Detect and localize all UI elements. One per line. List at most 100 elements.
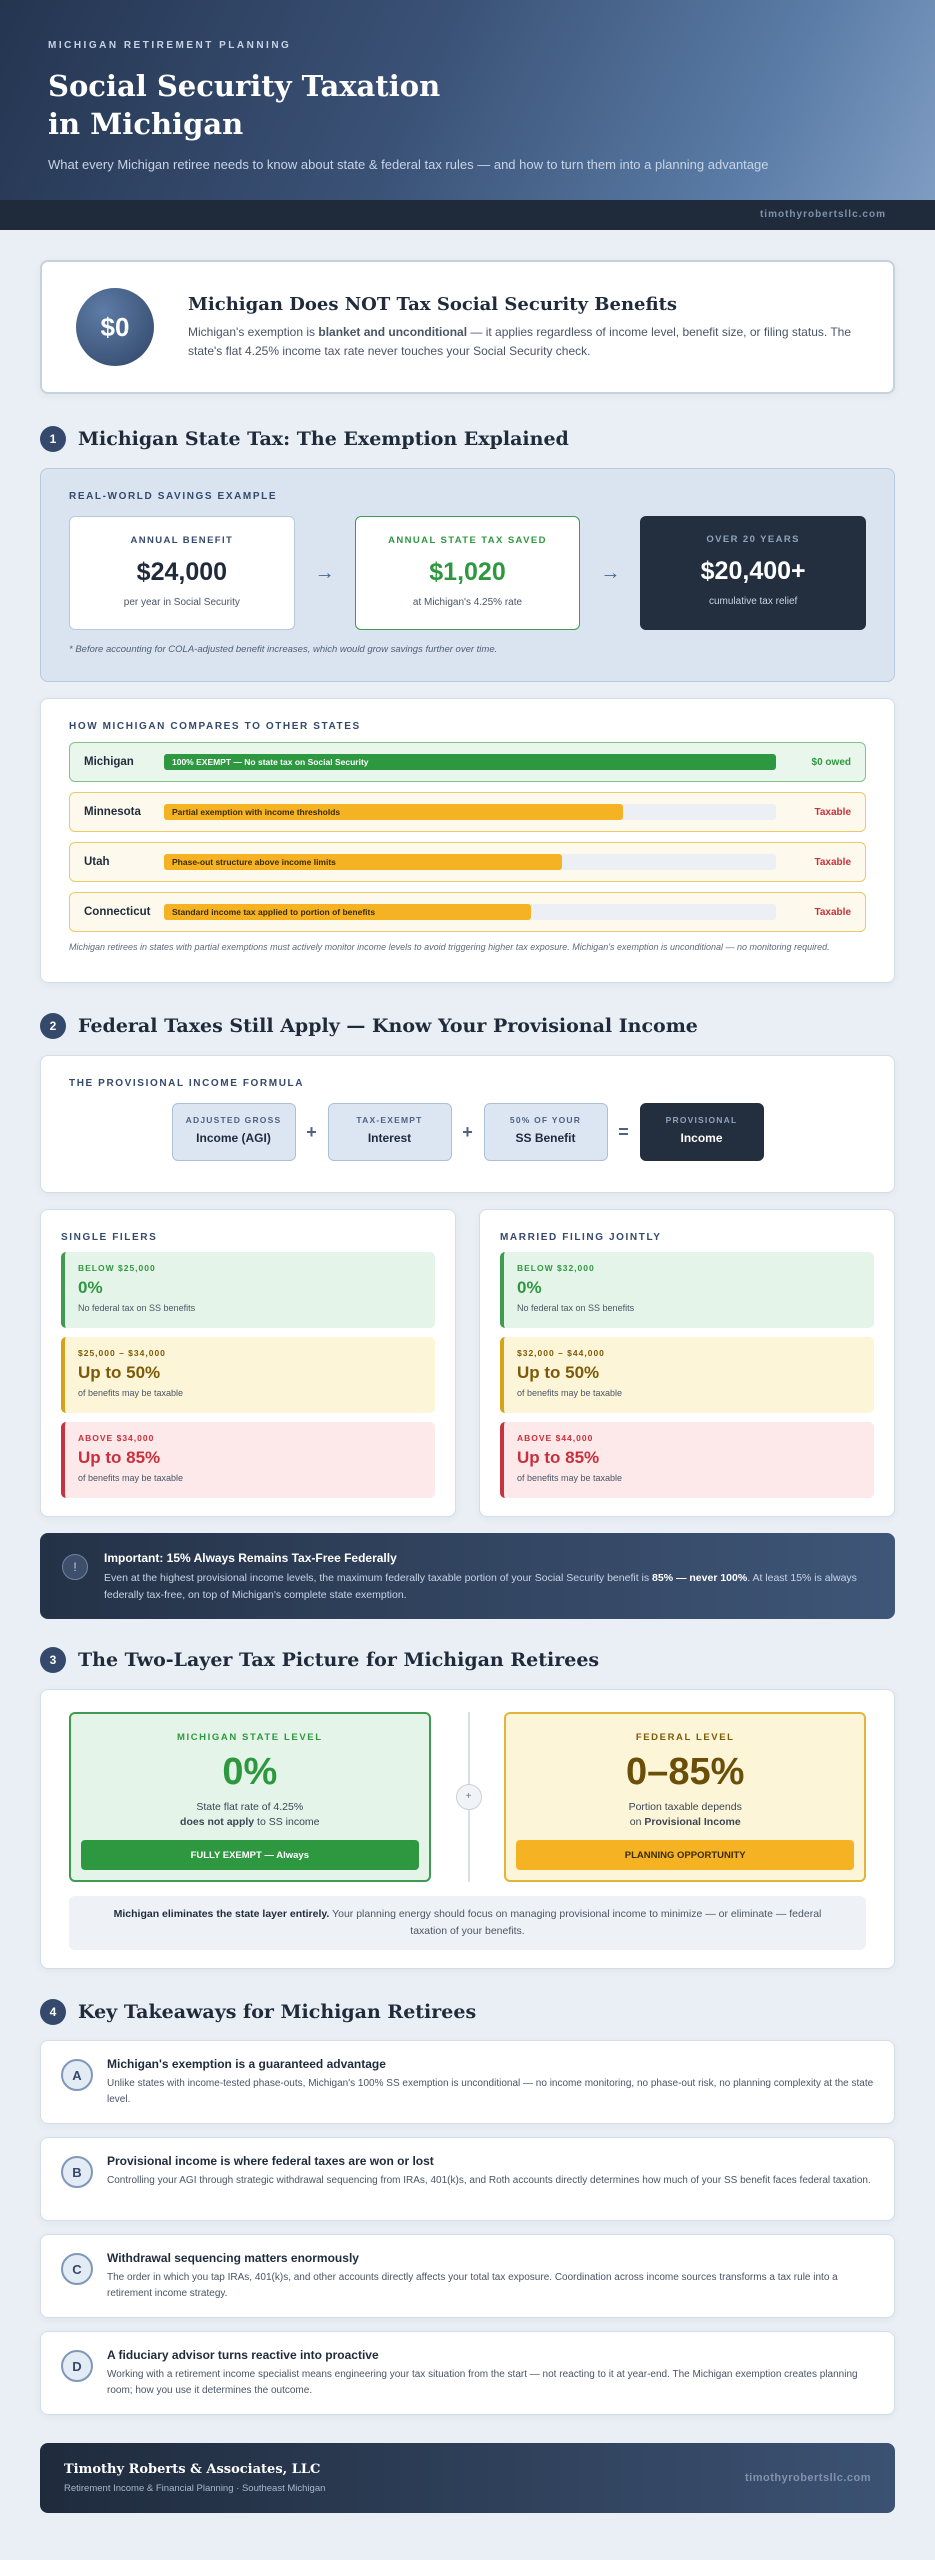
box-value: $20,400+ [700,557,806,585]
bracket-desc: No federal tax on SS benefits [78,1303,196,1313]
callout-body: Michigan's exemption is blanket and unco… [188,323,859,361]
layer-desc-bold: does not apply [180,1816,255,1828]
bracket-range: $32,000 – $44,000 [517,1348,605,1358]
compare-bar-track: 100% EXEMPT — No state tax on Social Sec… [164,754,776,770]
takeaway-letter: B [61,2156,93,2188]
exemption-callout: $0 Michigan Does NOT Tax Social Security… [40,260,895,394]
takeaway-text: A fiduciary advisor turns reactive into … [107,2348,874,2414]
page-subtitle: What every Michigan retiree needs to kno… [48,157,769,172]
page-content: $0 Michigan Does NOT Tax Social Security… [0,260,935,2513]
compare-result: Taxable [814,906,852,918]
compare-bar-track: Partial exemption with income thresholds [164,804,776,820]
site-bar: timothyrobertsllc.com [0,200,935,230]
box-key: ANNUAL STATE TAX SAVED [388,535,547,546]
bracket-pct: Up to 85% [517,1448,600,1467]
site-link[interactable]: timothyrobertsllc.com [759,209,886,220]
takeaway-body: Working with a retirement income special… [107,2369,858,2396]
state-comparison: HOW MICHIGAN COMPARES TO OTHER STATES Mi… [40,698,895,983]
arrow-right-icon: → [600,561,621,584]
layer-desc-post: to SS income [254,1816,320,1828]
section-title: Key Takeaways for Michigan Retirees [78,2001,477,2023]
box-key: OVER 20 YEARS [706,534,800,545]
takeaway-body: Unlike states with income-tested phase-o… [107,2078,874,2105]
formula-term-top: ADJUSTED GROSS [185,1115,282,1125]
compare-row: Michigan 100% EXEMPT — No state tax on So… [69,742,866,782]
bracket-cards: SINGLE FILERS BELOW $25,000 0% No federal … [40,1209,895,1517]
section-number: 3 [40,1647,66,1673]
takeaway-letter: D [61,2350,93,2382]
bracket-tier: ABOVE $34,000 Up to 85% of benefits may be… [61,1422,435,1498]
info-icon: ! [62,1554,88,1580]
section-title: Michigan State Tax: The Exemption Explai… [78,428,569,450]
bracket-tier: $25,000 – $34,000 Up to 50% of benefits ma… [61,1337,435,1413]
fully-exempt-pill: FULLY EXEMPT — Always [80,1840,419,1870]
compare-row: Minnesota Partial exemption with income t… [69,792,866,832]
compare-bar-fill: Partial exemption with income thresholds [164,804,623,820]
bracket-desc: of benefits may be taxable [78,1388,184,1398]
important-body-pre: Even at the highest provisional income l… [104,1572,653,1584]
compare-bar-fill: Standard income tax applied to portion o… [164,904,532,920]
bracket-pct: 0% [517,1278,542,1297]
bracket-tier: $32,000 – $44,000 Up to 50% of benefits ma… [500,1337,874,1413]
layer-desc: State flat rate of 4.25% does not apply t… [71,1800,429,1830]
callout-text: Michigan Does NOT Tax Social Security Be… [188,294,859,361]
layer-row: MICHIGAN STATE LEVEL 0% State flat rate … [69,1712,866,1882]
layer-value: 0% [222,1751,278,1793]
footer-brand: Timothy Roberts & Associates, LLC Retire… [64,2462,325,2494]
compare-bar-fill: 100% EXEMPT — No state tax on Social Sec… [164,754,776,770]
compare-row: Utah Phase-out structure above income lim… [69,842,866,882]
layer-note-rest: Your planning energy should focus on man… [329,1908,822,1937]
footer-tagline: Retirement Income & Financial Planning ·… [64,2483,326,2494]
compare-note: Michigan retirees in states with partial… [69,942,830,952]
formula-term-main: SS Benefit [515,1131,576,1145]
savings-footnote: * Before accounting for COLA-adjusted be… [69,644,498,655]
layer-desc: Portion taxable depends on Provisional In… [506,1800,864,1830]
box-sub: cumulative tax relief [708,596,798,607]
federal-level-box: FEDERAL LEVEL 0–85% Portion taxable depe… [504,1712,866,1882]
savings-label: REAL-WORLD SAVINGS EXAMPLE [69,491,278,502]
important-text: Important: 15% Always Remains Tax-Free F… [104,1551,873,1619]
bracket-desc: of benefits may be taxable [78,1473,184,1483]
takeaway-letter: A [61,2059,93,2091]
hero-header: MICHIGAN RETIREMENT PLANNING Social Secu… [0,0,935,230]
compare-rows: Michigan 100% EXEMPT — No state tax on So… [69,742,866,932]
layer-desc-pre: on [629,1816,645,1828]
box-key: ANNUAL BENEFIT [130,535,234,546]
section-number: 2 [40,1013,66,1039]
formula-result: PROVISIONAL Income [639,1103,764,1161]
two-layer-card: MICHIGAN STATE LEVEL 0% State flat rate … [40,1689,895,1969]
callout-title: Michigan Does NOT Tax Social Security Be… [188,293,678,315]
layer-note-bold: Michigan eliminates the state layer enti… [113,1908,330,1920]
callout-body-bold: blanket and unconditional [318,324,468,339]
formula-term-top: 50% OF YOUR [509,1115,582,1125]
footer-site-link[interactable]: timothyrobertsllc.com [744,2472,871,2484]
compare-state-name: Michigan [84,756,134,768]
layer-key: FEDERAL LEVEL [635,1732,735,1743]
section-3-header: 3 The Two-Layer Tax Picture for Michigan… [40,1645,895,1675]
twenty-year-box: OVER 20 YEARS $20,400+ cumulative tax re… [640,516,866,630]
plus-icon: + [306,1121,317,1142]
layer-desc-line: Portion taxable depends [628,1801,742,1813]
compare-result: Taxable [814,806,852,818]
hero-kicker: MICHIGAN RETIREMENT PLANNING [48,40,292,51]
takeaway-body: Controlling your AGI through strategic w… [107,2175,871,2186]
layer-note: Michigan eliminates the state layer enti… [69,1896,866,1950]
takeaway-item: C Withdrawal sequencing matters enormous… [40,2234,895,2318]
married-filers-label: MARRIED FILING JOINTLY [500,1232,662,1243]
layer-key: MICHIGAN STATE LEVEL [176,1732,323,1743]
formula-term-top: TAX-EXEMPT [356,1115,423,1125]
section-2-header: 2 Federal Taxes Still Apply — Know Your … [40,1011,895,1041]
takeaway-title: Withdrawal sequencing matters enormously [107,2251,359,2265]
bracket-range: BELOW $32,000 [517,1263,595,1273]
callout-body-post: — it applies regardless of income level,… [188,324,851,358]
hero-banner: MICHIGAN RETIREMENT PLANNING Social Secu… [0,0,935,200]
arrow-right-icon: → [314,561,335,584]
bracket-pct: Up to 85% [78,1448,161,1467]
bracket-desc: No federal tax on SS benefits [517,1303,635,1313]
compare-row: Connecticut Standard income tax applied t… [69,892,866,932]
bracket-tier: BELOW $32,000 0% No federal tax on SS bene… [500,1252,874,1328]
takeaway-text: Provisional income is where federal taxe… [107,2154,871,2220]
takeaway-title: Provisional income is where federal taxe… [107,2154,434,2168]
takeaway-item: A Michigan's exemption is a guaranteed a… [40,2040,895,2124]
bracket-tier: ABOVE $44,000 Up to 85% of benefits may be… [500,1422,874,1498]
